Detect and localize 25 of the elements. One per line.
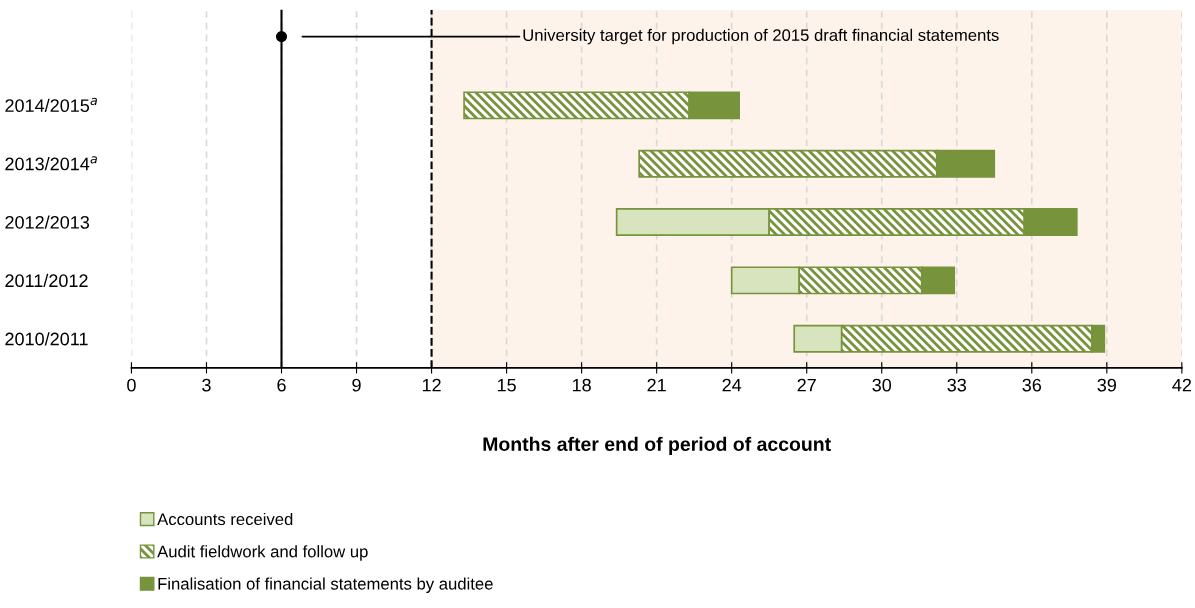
x-tick-label: 42 (1172, 378, 1191, 392)
x-tick-label: 33 (947, 378, 967, 392)
legend-label: Audit fieldwork and follow up (157, 545, 368, 561)
x-tick-label: 18 (572, 378, 591, 392)
legend-label: Finalisation of financial statements by auditee (158, 577, 493, 593)
y-tick-label: 2013/2014$^{a}$ (5, 156, 97, 171)
x-tick-label: 24 (722, 378, 742, 392)
x-tick-label: 39 (1097, 378, 1117, 392)
x-tick-label: 30 (872, 378, 892, 392)
y-tick-label: 2012/2013 (5, 215, 90, 229)
x-tick-label: 15 (497, 378, 516, 392)
x-tick-label: 21 (647, 378, 666, 392)
x-tick-label: 9 (352, 378, 361, 392)
y-tick-label: 2014/2015$^{a}$ (5, 97, 97, 113)
x-tick-label: 6 (277, 378, 286, 392)
x-tick-label: 36 (1022, 378, 1042, 392)
y-tick-label: 2010/2011 (5, 332, 88, 346)
x-tick-label: 12 (422, 378, 441, 392)
x-tick-label: 0 (127, 378, 136, 392)
x-tick-label: 27 (797, 378, 816, 392)
legend-label: Accounts received (157, 512, 293, 526)
y-tick-label: 2011/2012 (5, 273, 88, 288)
x-tick-label: 3 (202, 378, 211, 392)
text: University target for production of 2015 draft financial statements (523, 28, 999, 45)
x-axis-title: Months after end of period of account (483, 436, 831, 455)
